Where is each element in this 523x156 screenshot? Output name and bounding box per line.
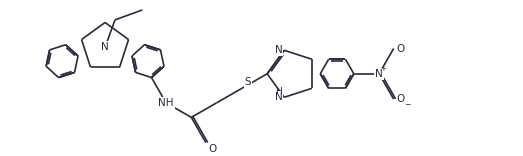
Text: N: N — [375, 69, 383, 79]
Text: N: N — [275, 45, 282, 55]
Text: NH: NH — [158, 98, 174, 108]
Text: −: − — [404, 100, 410, 109]
Text: O: O — [396, 94, 405, 104]
Text: H: H — [276, 87, 282, 96]
Text: S: S — [245, 77, 252, 87]
Text: N: N — [101, 42, 109, 52]
Text: +: + — [381, 66, 386, 72]
Text: O: O — [396, 44, 405, 54]
Text: N: N — [275, 92, 282, 102]
Text: O: O — [209, 144, 217, 154]
